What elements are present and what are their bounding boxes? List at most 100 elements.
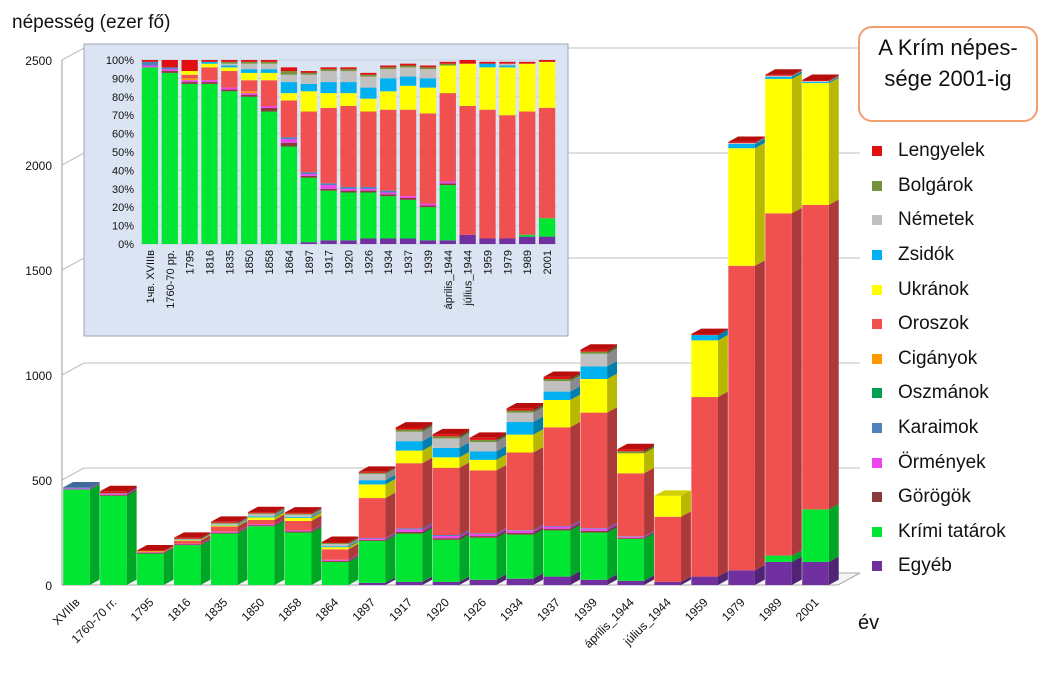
legend-label: Zsidók [898, 244, 954, 266]
bar-segment [432, 430, 470, 439]
bar-side [89, 484, 100, 585]
bar-front [321, 549, 349, 560]
bar-front [432, 438, 460, 448]
bar-side [422, 426, 433, 442]
bar-side [828, 77, 839, 205]
inset-bar-segment [419, 207, 437, 241]
bar-side [644, 467, 654, 537]
bar-side [385, 468, 396, 481]
bar-side [385, 474, 396, 485]
bar-segment [100, 485, 137, 494]
inset-bar-segment [300, 174, 317, 176]
bar-top [691, 328, 728, 335]
bar-segment [728, 138, 765, 149]
inset-bar-segment [161, 60, 178, 68]
bar-side [828, 504, 839, 562]
bar-segment [469, 434, 507, 442]
legend-label: Örmények [898, 451, 986, 473]
bar-side [533, 429, 544, 453]
bar-segment [802, 504, 839, 562]
inset-bar-segment [380, 194, 397, 197]
bar-side [237, 519, 248, 527]
inset-bar-segment [538, 236, 556, 244]
bar-side [200, 535, 211, 544]
inset-bar-segment [499, 63, 516, 66]
bar-segment [210, 517, 248, 524]
bar-side [348, 555, 359, 562]
x-tick-label: 1989 [756, 595, 785, 624]
bar-segment [321, 540, 359, 548]
bar-side [533, 405, 544, 413]
inset-bar-segment [360, 76, 377, 88]
bar-side [385, 466, 396, 473]
bar-side [348, 541, 359, 550]
legend-item: Egyéb [872, 549, 1048, 584]
bar-side [200, 534, 211, 541]
bar-side [607, 344, 618, 352]
inset-x-tick-label: 1937 [403, 250, 415, 274]
bar-top [284, 507, 322, 513]
bar-front [432, 434, 460, 437]
bar-side [607, 373, 618, 413]
inset-x-tick-label: 1795 [185, 250, 197, 274]
bar-front [728, 142, 755, 144]
inset-bar-segment [280, 67, 298, 72]
y-axis-title: népesség (ezer fő) [12, 12, 171, 33]
bar-front [210, 532, 238, 534]
bar-front [395, 529, 423, 532]
inset-bar-segment [340, 67, 357, 70]
legend-swatch [872, 492, 882, 503]
inset-bar-segment [360, 186, 377, 189]
bar-front [63, 489, 90, 585]
bar-front [728, 265, 755, 571]
bar-front [506, 408, 534, 411]
legend-item: Örmények [872, 445, 1048, 480]
legend-swatch [872, 388, 882, 399]
bar-side [570, 523, 581, 531]
bar-side [274, 519, 285, 527]
bar-side [200, 539, 211, 546]
inset-bar-segment [320, 67, 337, 70]
inset-bar-segment [479, 61, 496, 64]
bar-front [247, 526, 275, 585]
bar-segment [506, 429, 544, 453]
inset-bar-segment [320, 188, 337, 191]
gridline-side [61, 362, 85, 376]
bar-segment [174, 534, 211, 541]
inset-bar-segment [161, 72, 178, 244]
inset-x-tick-label: 1835 [224, 250, 236, 274]
bar-front [174, 539, 201, 540]
bar-segment [432, 576, 470, 585]
bar-front [469, 451, 497, 460]
bar-segment [765, 69, 802, 76]
inset-bar-segment [161, 67, 178, 70]
bar-front [469, 536, 497, 538]
bar-segment [321, 541, 359, 550]
bar-front [174, 543, 201, 545]
bar-segment [580, 525, 618, 533]
bar-segment [617, 447, 654, 474]
bar-side [348, 556, 359, 585]
bar-front [580, 530, 608, 533]
bar-segment [580, 407, 618, 529]
bar-front [617, 536, 645, 537]
bar-side [237, 527, 248, 534]
inset-x-tick-label: 1989 [522, 250, 534, 274]
bar-front [137, 550, 164, 552]
inset-bar-segment [260, 72, 278, 81]
inset-bar-segment [280, 82, 298, 94]
bar-segment [137, 544, 174, 552]
legend-label: Oszmánok [898, 382, 989, 404]
bar-front [358, 472, 386, 474]
bar-side [237, 518, 248, 525]
bar-top [358, 466, 396, 472]
inset-bar-segment [260, 107, 278, 112]
inset-bar-segment [181, 71, 198, 75]
legend-item: Zsidók [872, 238, 1048, 273]
bar-side [570, 371, 581, 379]
bar-top [63, 481, 100, 488]
bar-side [385, 533, 396, 540]
chart-title: A Krím népes- sége 2001-ig [878, 35, 1018, 91]
bar-segment [802, 77, 839, 205]
bar-front [321, 547, 349, 550]
